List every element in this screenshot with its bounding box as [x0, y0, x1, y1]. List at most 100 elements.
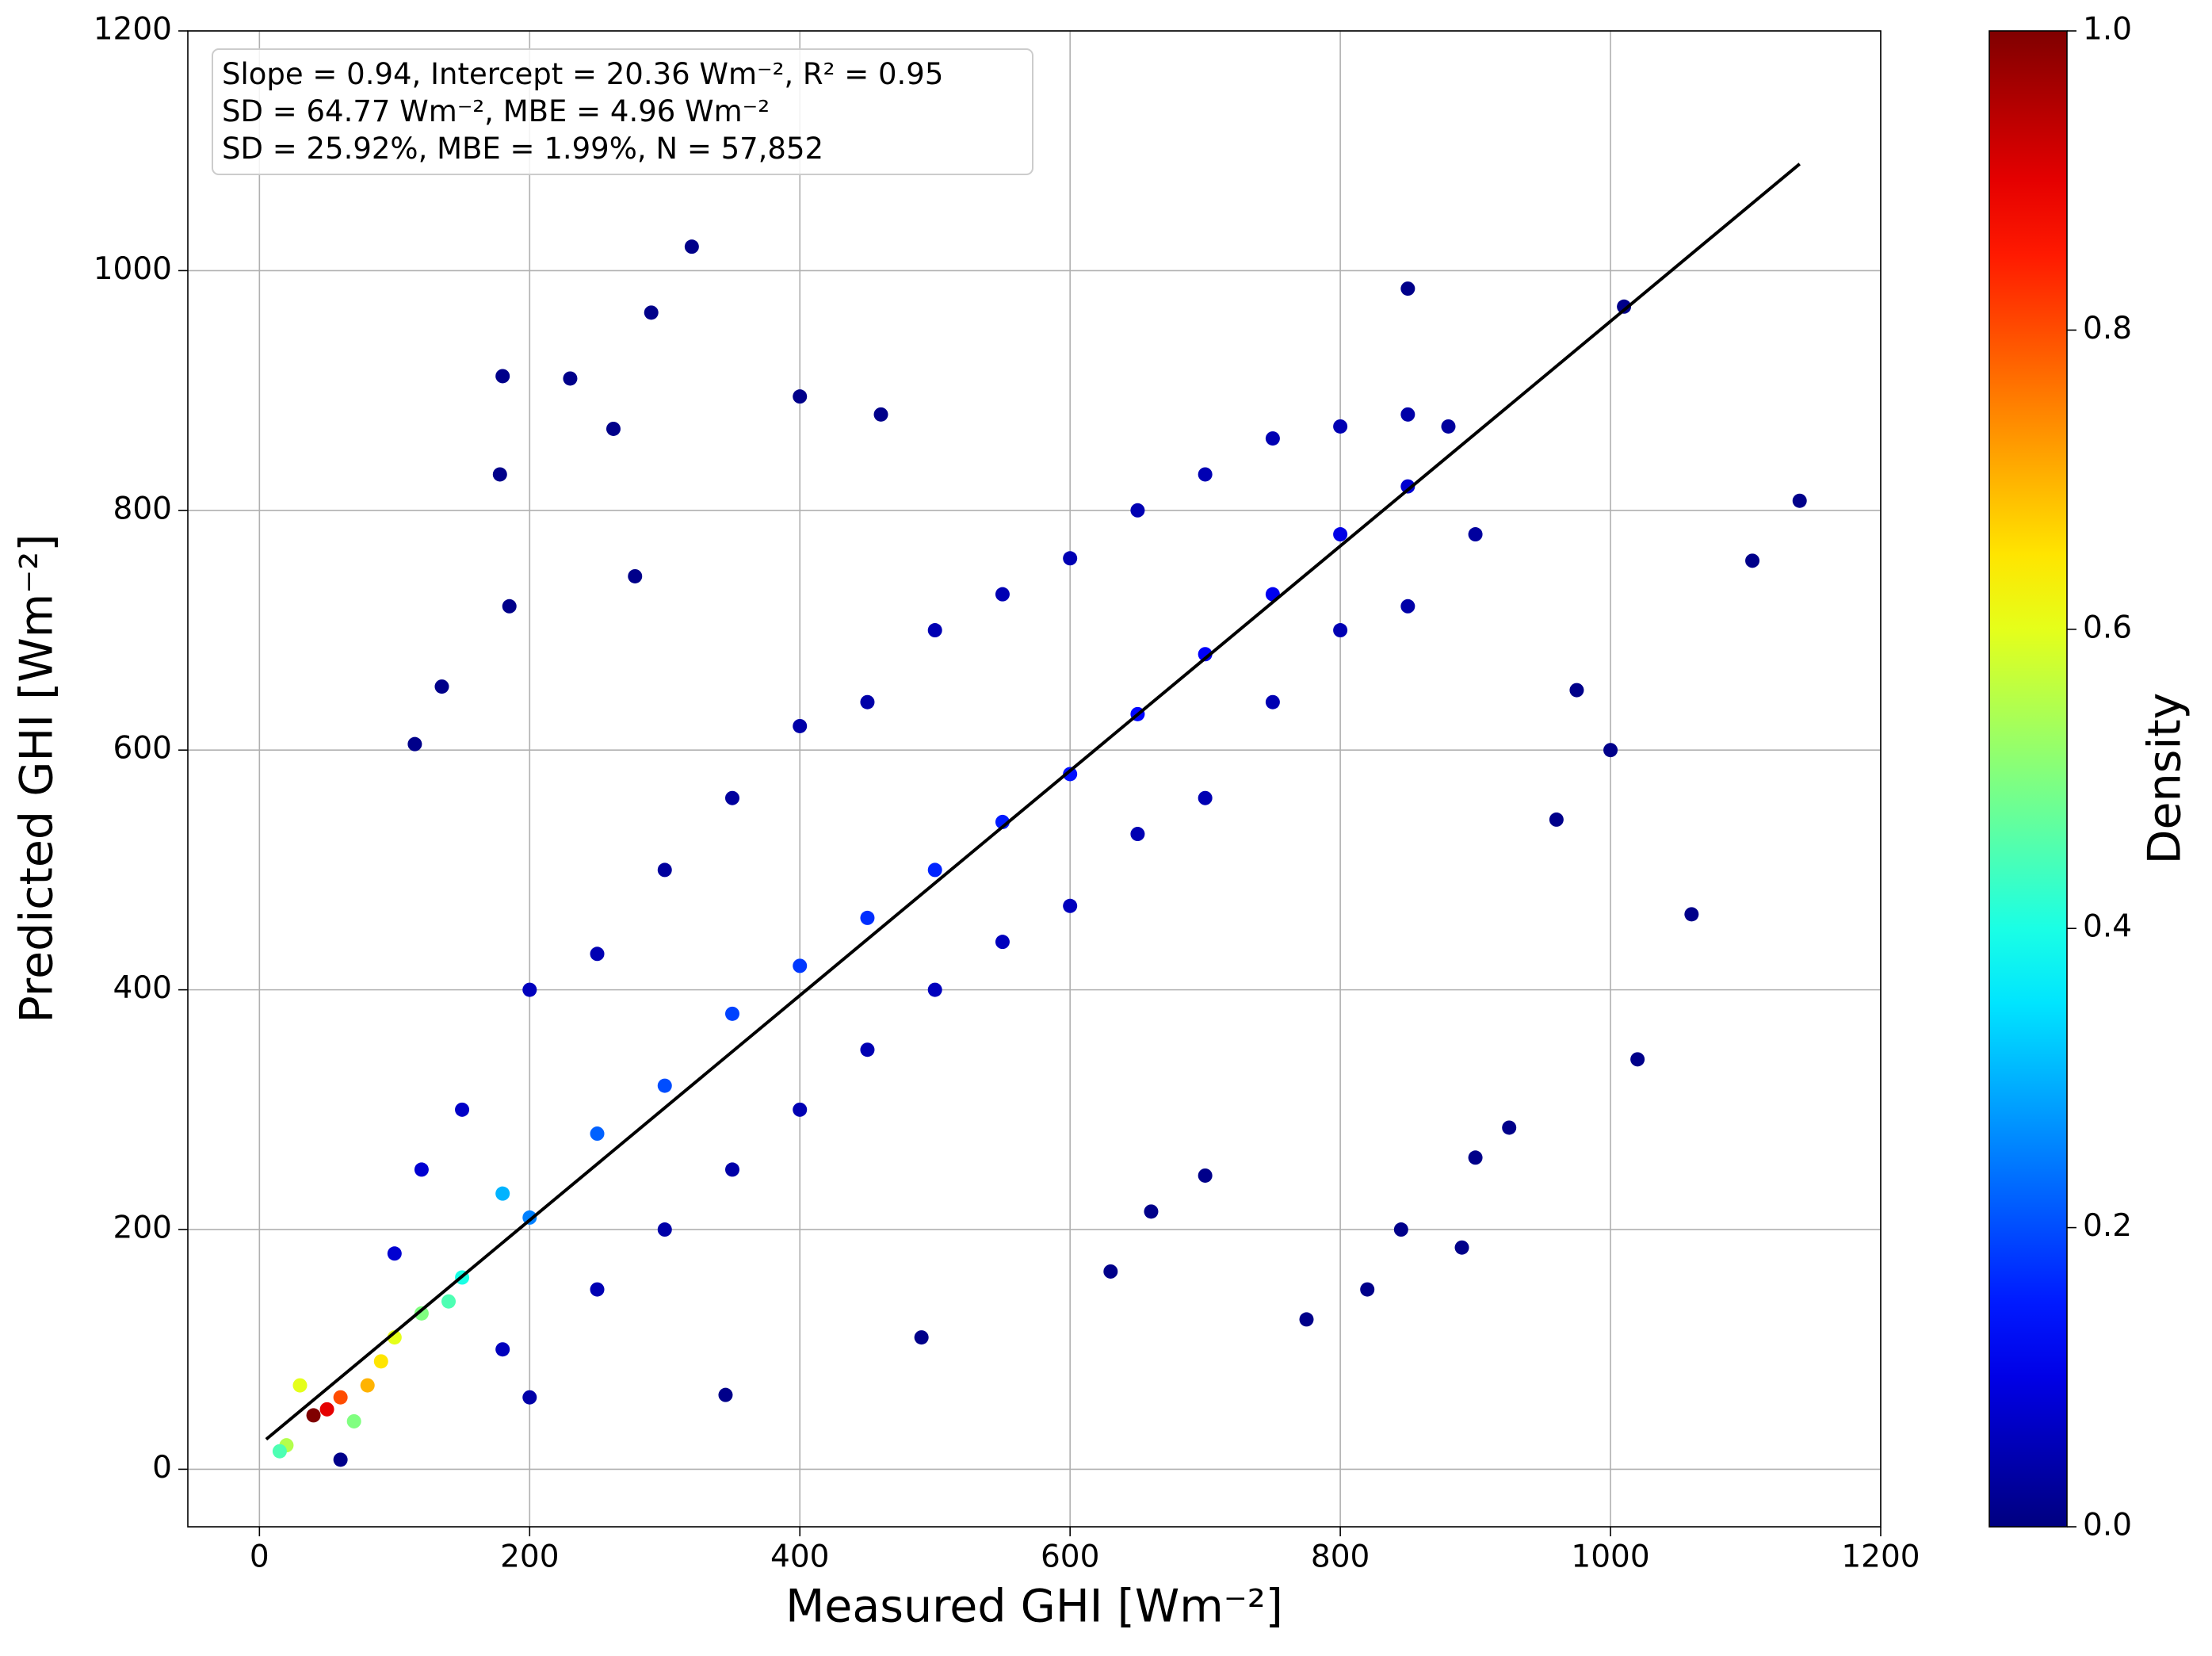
colorbar-tick-label: 0.6 [2083, 610, 2132, 645]
point [793, 718, 808, 733]
x-tick-label: 400 [770, 1539, 829, 1575]
point [346, 1413, 361, 1428]
point [793, 1102, 808, 1117]
point [724, 1162, 739, 1177]
point [590, 1126, 605, 1142]
point [995, 587, 1010, 602]
point [1360, 1282, 1375, 1297]
point [492, 467, 507, 482]
point [292, 1378, 308, 1393]
x-tick-label: 0 [250, 1539, 269, 1575]
point [373, 1354, 388, 1369]
point [1569, 683, 1584, 698]
colorbar-tick-label: 1.0 [2083, 12, 2132, 48]
x-tick-label: 1000 [1571, 1539, 1649, 1575]
point [1393, 1222, 1408, 1237]
point [1063, 767, 1078, 782]
y-tick-label: 0 [152, 1450, 172, 1486]
point [860, 694, 875, 709]
annotation-line: Slope = 0.94, Intercept = 20.36 Wm⁻², R²… [222, 57, 943, 91]
point [684, 239, 699, 254]
point [724, 790, 739, 805]
point [495, 1342, 510, 1357]
colorbar-tick-label: 0.8 [2083, 311, 2132, 346]
point [860, 910, 875, 925]
point [1333, 527, 1348, 542]
point [1792, 493, 1807, 508]
point [455, 1102, 470, 1117]
x-tick-label: 1200 [1841, 1539, 1920, 1575]
point [1400, 479, 1415, 494]
point [502, 599, 517, 614]
point [1198, 467, 1213, 482]
point [407, 736, 422, 752]
point [1745, 553, 1760, 568]
annotation: Slope = 0.94, Intercept = 20.36 Wm⁻², R²… [212, 48, 1033, 175]
point [495, 1186, 510, 1201]
point [1400, 407, 1415, 422]
point [793, 958, 808, 973]
point [1130, 827, 1145, 842]
colorbar-tick-label: 0.0 [2083, 1508, 2132, 1543]
point [306, 1408, 321, 1423]
point [793, 389, 808, 404]
point [1198, 647, 1213, 662]
point [333, 1452, 348, 1467]
plot-frame [187, 30, 1882, 1528]
y-tick-label: 600 [113, 731, 172, 767]
point [434, 679, 449, 694]
colorbar-tick-label: 0.2 [2083, 1208, 2132, 1244]
point [1265, 431, 1280, 446]
point [1441, 419, 1456, 434]
points [272, 239, 1807, 1467]
point [927, 982, 942, 997]
point [495, 369, 510, 384]
point [272, 1444, 287, 1459]
y-tick-label: 1200 [94, 12, 172, 48]
point [441, 1294, 457, 1309]
point [522, 1390, 537, 1405]
point [718, 1387, 733, 1402]
point [1103, 1264, 1118, 1279]
point [860, 1042, 875, 1057]
x-axis-label: Measured GHI [Wm⁻²] [785, 1581, 1283, 1633]
point [360, 1378, 375, 1393]
y-tick-label: 400 [113, 970, 172, 1006]
point [414, 1306, 429, 1321]
annotation-line: SD = 25.92%, MBE = 1.99%, N = 57,852 [222, 132, 823, 166]
point [1400, 599, 1415, 614]
colorbar-label: Density [2139, 693, 2191, 865]
point [1549, 812, 1564, 827]
point [1468, 527, 1483, 542]
point [1333, 419, 1348, 434]
point [927, 623, 942, 638]
point [333, 1390, 348, 1405]
point [1400, 281, 1415, 296]
point [1063, 898, 1078, 913]
point [590, 1282, 605, 1297]
point [1299, 1312, 1314, 1327]
x-tick-label: 800 [1311, 1539, 1370, 1575]
point [414, 1162, 429, 1177]
point [1063, 551, 1078, 566]
point [563, 371, 578, 386]
y-tick-label: 1000 [94, 251, 172, 287]
point [522, 982, 537, 997]
point [1144, 1204, 1159, 1219]
point [657, 1222, 672, 1237]
point [1130, 503, 1145, 518]
point [387, 1246, 402, 1261]
annotation-box [212, 48, 1033, 175]
point [1333, 623, 1348, 638]
y-axis-label: Predicted GHI [Wm⁻²] [11, 534, 63, 1023]
point [628, 568, 643, 583]
point [657, 1078, 672, 1093]
point [590, 947, 605, 962]
point [1684, 907, 1699, 922]
point [1198, 1168, 1213, 1183]
point [1265, 694, 1280, 709]
point [606, 421, 621, 436]
point [657, 862, 672, 878]
point [927, 862, 942, 878]
fit-line [265, 163, 1801, 1441]
